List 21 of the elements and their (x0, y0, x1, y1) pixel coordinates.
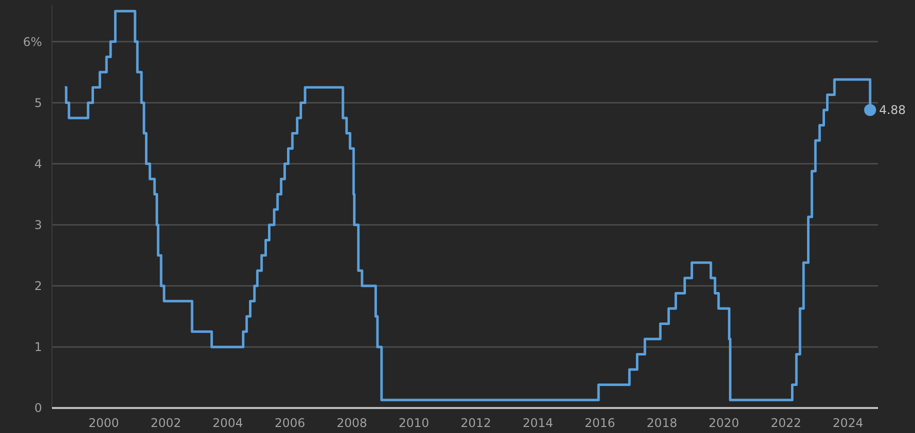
y-tick-label: 3 (34, 218, 42, 232)
x-tick-label: 2014 (522, 416, 554, 430)
y-tick-label: 4 (34, 156, 42, 171)
x-tick-label: 2012 (460, 416, 492, 430)
x-tick-label: 2002 (150, 416, 182, 430)
y-tick-label: 2 (34, 279, 42, 294)
x-tick-label: 2010 (398, 416, 430, 430)
y-tick-label: 6% (22, 34, 42, 49)
x-tick-label: 2000 (88, 416, 120, 430)
x-tick-label: 2008 (336, 416, 368, 430)
x-tick-label: 2018 (646, 416, 678, 430)
y-tick-label: 5 (34, 96, 42, 110)
x-tick-label: 2004 (212, 416, 244, 430)
x-tick-label: 2022 (770, 416, 802, 430)
x-tick-label: 2016 (584, 416, 616, 430)
y-tick-label: 1 (34, 340, 42, 354)
x-tick-label: 2006 (274, 416, 306, 430)
data-label: 4.88 (879, 103, 906, 118)
x-tick-label: 2024 (832, 416, 864, 430)
x-tick-label: 2020 (708, 416, 740, 430)
y-tick-label: 0 (34, 401, 42, 416)
